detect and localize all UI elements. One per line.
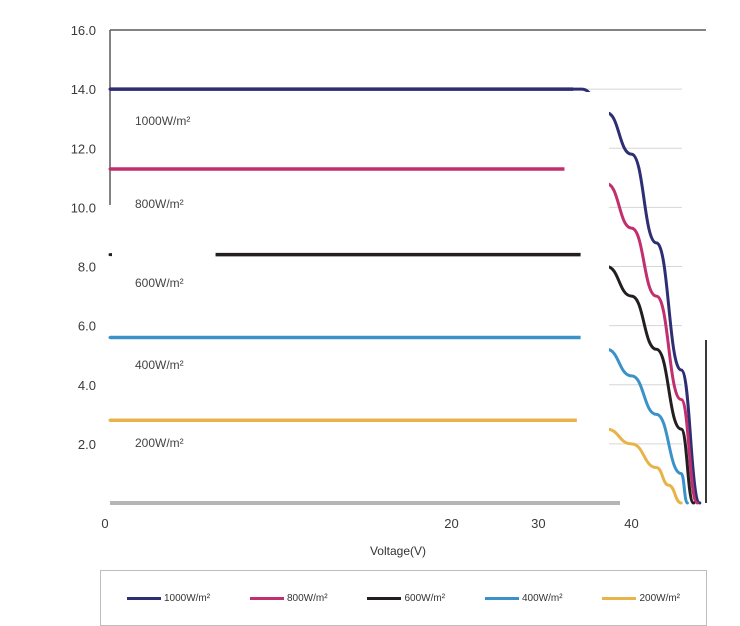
x-tick-label: 20 <box>444 516 458 531</box>
x-axis-label: Voltage(V) <box>370 544 426 558</box>
y-tick-label: 4.0 <box>78 378 96 393</box>
legend-label: 200W/m² <box>639 592 681 604</box>
legend-label: 600W/m² <box>404 592 446 604</box>
legend-item: 400W/m² <box>484 592 563 604</box>
legend-item: 600W/m² <box>367 593 445 604</box>
legend-label: 800W/m² <box>287 592 328 604</box>
y-axis-ticks: 2.0 4.0 6.0 8.0 10.0 12.0 14.0 16.0 <box>71 23 96 452</box>
curve-mask <box>112 92 609 499</box>
series-label: 400W/m² <box>135 358 184 372</box>
series-label: 200W/m² <box>135 436 184 450</box>
legend: 1000W/m² 800W/m² 600W/m² 400W/m² 200W/m² <box>100 570 707 626</box>
legend-item: 800W/m² <box>250 593 328 604</box>
legend-swatch <box>250 596 284 600</box>
legend-swatch <box>367 596 402 600</box>
x-axis-ticks: 0 20 30 40 <box>101 516 638 531</box>
y-tick-label: 10.0 <box>71 200 96 215</box>
y-tick-label: 2.0 <box>78 437 96 452</box>
y-tick-label: 14.0 <box>71 82 96 97</box>
short-circuit-lines <box>110 87 581 422</box>
series-labels: 1000W/m² 800W/m² 600W/m² 400W/m² 200W/m² <box>135 114 190 450</box>
x-tick-label: 30 <box>531 516 545 531</box>
legend-item: 200W/m² <box>602 593 680 604</box>
y-tick-label: 16.0 <box>71 23 96 38</box>
y-tick-label: 12.0 <box>71 141 96 156</box>
y-tick-label: 8.0 <box>78 260 96 275</box>
y-tick-label: 6.0 <box>78 319 96 334</box>
legend-label: 400W/m² <box>521 592 563 604</box>
legend-swatch <box>126 596 161 600</box>
series-label: 1000W/m² <box>135 114 190 128</box>
series-label: 600W/m² <box>135 276 184 290</box>
legend-item: 1000W/m² <box>126 592 211 604</box>
legend-swatch <box>484 596 519 600</box>
legend-label: 1000W/m² <box>163 592 211 604</box>
mask-band <box>112 92 609 499</box>
series-label: 800W/m² <box>135 197 184 211</box>
plot-frame <box>109 29 707 505</box>
x-tick-label: 40 <box>624 516 638 531</box>
legend-swatch <box>602 596 637 600</box>
iv-chart: 1000W/m² 800W/m² 600W/m² 400W/m² 200W/m² 2.0… <box>71 23 707 558</box>
x-tick-label: 0 <box>101 516 108 531</box>
